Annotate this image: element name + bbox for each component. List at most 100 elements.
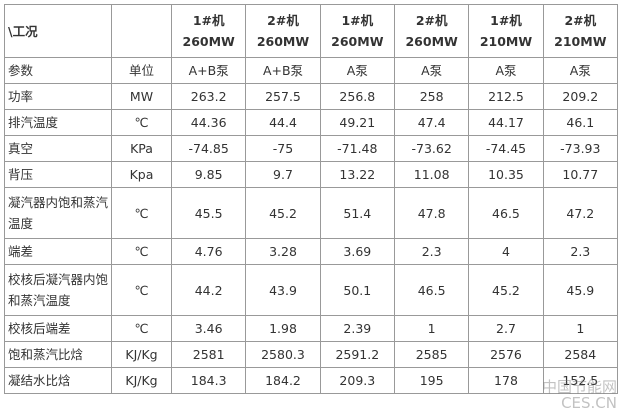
- cell: 212.5: [468, 83, 544, 110]
- cell: 45.2: [245, 187, 321, 239]
- table-row: 校核后凝汽器内饱和蒸汽温度 ℃ 44.2 43.9 50.1 46.5 45.2 45.9: [4, 264, 619, 316]
- table-row: 真空 KPa -74.85 -75 -71.48 -73.62 -74.45 -73.93: [4, 135, 619, 162]
- cell: 45.9: [542, 264, 619, 316]
- table-row: 凝结水比焓 KJ/Kg 184.3 184.2 209.3 195 178 152.5: [4, 367, 619, 394]
- cell: 49.21: [319, 109, 395, 136]
- cell: 152.5: [542, 367, 619, 394]
- cell: 3.28: [245, 238, 321, 265]
- cell: 13.22: [319, 161, 395, 188]
- header-cell: 2#机 260MW: [393, 4, 470, 58]
- table-row: 凝汽器内饱和蒸汽温度 ℃ 45.5 45.2 51.4 47.8 46.5 47.2: [4, 187, 619, 239]
- watermark-site: CES.CN: [561, 394, 617, 412]
- cell: 44.17: [468, 109, 544, 136]
- header-line: 2#机: [267, 13, 299, 28]
- header-line: 210MW: [554, 34, 607, 49]
- cell: 45.5: [170, 187, 247, 239]
- table-row: 饱和蒸汽比焓 KJ/Kg 2581 2580.3 2591.2 2585 2576 2584: [4, 341, 619, 368]
- cell: ℃: [111, 238, 172, 265]
- cell: 43.9: [245, 264, 321, 316]
- cell: 2581: [170, 341, 247, 368]
- table-row: 校核后端差 ℃ 3.46 1.98 2.39 1 2.7 1: [4, 315, 619, 342]
- cell: ℃: [111, 187, 172, 239]
- row-label: 参数: [4, 57, 112, 84]
- cell: -75: [245, 135, 321, 162]
- cell: 4.76: [170, 238, 247, 265]
- header-line: 2#机: [415, 13, 448, 28]
- cell: 10.35: [468, 161, 544, 188]
- cell: A泵: [468, 57, 544, 84]
- header-cell: 1#机 260MW: [170, 4, 247, 58]
- cell: 256.8: [319, 83, 395, 110]
- cell: 184.2: [245, 367, 321, 394]
- cell: 2591.2: [319, 341, 395, 368]
- cell: 44.2: [170, 264, 247, 316]
- cell: 47.4: [393, 109, 470, 136]
- cell: A泵: [319, 57, 395, 84]
- cell: 45.2: [468, 264, 544, 316]
- cell: 263.2: [170, 83, 247, 110]
- cell: MW: [111, 83, 172, 110]
- header-cell: 2#机 260MW: [245, 4, 321, 58]
- cell: 3.46: [170, 315, 247, 342]
- cell: 44.36: [170, 109, 247, 136]
- cell: 47.2: [542, 187, 619, 239]
- cell: 9.7: [245, 161, 321, 188]
- row-label: 功率: [4, 83, 112, 110]
- cell: 184.3: [170, 367, 247, 394]
- cell: KJ/Kg: [111, 341, 172, 368]
- row-label: 背压: [4, 161, 112, 188]
- corner-cell: \工况: [4, 4, 112, 58]
- cell: 44.4: [245, 109, 321, 136]
- cell: 258: [393, 83, 470, 110]
- table-row: 排汽温度 ℃ 44.36 44.4 49.21 47.4 44.17 46.1: [4, 109, 619, 136]
- cell: 46.5: [468, 187, 544, 239]
- header-line: 260MW: [182, 34, 235, 49]
- cell: 2.3: [393, 238, 470, 265]
- row-label: 凝结水比焓: [4, 367, 112, 394]
- header-line: 260MW: [405, 34, 458, 49]
- cell: 2585: [393, 341, 470, 368]
- cell: 2.39: [319, 315, 395, 342]
- cell: 11.08: [393, 161, 470, 188]
- cell: 50.1: [319, 264, 395, 316]
- cell: 47.8: [393, 187, 470, 239]
- cell: 46.1: [542, 109, 619, 136]
- cell: Kpa: [111, 161, 172, 188]
- header-row: \工况 1#机 260MW 2#机 260MW 1#机 260MW 2#机 260MW 1#机 21…: [4, 4, 619, 58]
- row-label: 校核后凝汽器内饱和蒸汽温度: [4, 264, 112, 316]
- cell: A泵: [393, 57, 470, 84]
- cell: 2.7: [468, 315, 544, 342]
- cell: 178: [468, 367, 544, 394]
- table-row: 端差 ℃ 4.76 3.28 3.69 2.3 4 2.3: [4, 238, 619, 265]
- table-row: 参数 单位 A+B泵 A+B泵 A泵 A泵 A泵 A泵: [4, 57, 619, 84]
- cell: -73.62: [393, 135, 470, 162]
- cell: 2584: [542, 341, 619, 368]
- header-line: 1#机: [341, 13, 374, 28]
- cell: 单位: [111, 57, 172, 84]
- header-line: 260MW: [331, 34, 384, 49]
- header-cell: 1#机 210MW: [468, 4, 544, 58]
- header-line: 2#机: [564, 13, 597, 28]
- cell: 2580.3: [245, 341, 321, 368]
- header-line: 210MW: [479, 34, 533, 49]
- cell: -73.93: [542, 135, 619, 162]
- cell: A+B泵: [245, 57, 321, 84]
- cell: A+B泵: [170, 57, 247, 84]
- cell: 4: [468, 238, 544, 265]
- cell: 209.3: [319, 367, 395, 394]
- row-label: 凝汽器内饱和蒸汽温度: [4, 187, 112, 239]
- cell: 1: [542, 315, 619, 342]
- cell: -74.45: [468, 135, 544, 162]
- cell: 1.98: [245, 315, 321, 342]
- cell: 46.5: [393, 264, 470, 316]
- header-line: 1#机: [490, 13, 522, 28]
- cell: ℃: [111, 109, 172, 136]
- cell: -71.48: [319, 135, 395, 162]
- row-label: 端差: [4, 238, 112, 265]
- cell: 3.69: [319, 238, 395, 265]
- cell: 2576: [468, 341, 544, 368]
- header-line: 1#机: [192, 13, 225, 28]
- table-body: \工况 1#机 260MW 2#机 260MW 1#机 260MW 2#机 260MW 1#机 21…: [4, 4, 619, 394]
- row-label: 校核后端差: [4, 315, 112, 342]
